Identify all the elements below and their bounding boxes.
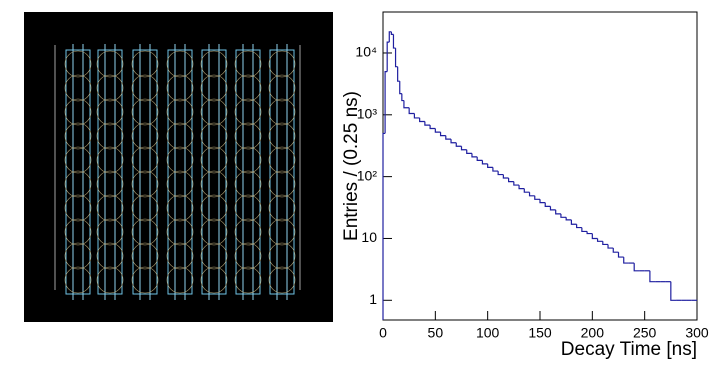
histogram-bin (570, 219, 577, 225)
histogram-bin (617, 252, 624, 258)
histogram-bin (508, 178, 514, 183)
histogram-bin (518, 185, 525, 190)
histogram-bin (513, 181, 520, 186)
histogram-bin (434, 128, 441, 133)
histogram-bin (413, 113, 420, 119)
histogram-bin (487, 163, 493, 169)
y-axis-label: Entries / (0.25 ns) (341, 91, 362, 241)
histogram-bin (471, 153, 478, 158)
x-axis-label: Decay Time [ns] (561, 339, 697, 360)
histogram-bin (445, 135, 452, 140)
histogram-bin (596, 238, 603, 242)
x-tick-label: 100 (476, 325, 500, 341)
histogram-bin (394, 48, 398, 68)
histogram-bin (466, 149, 472, 154)
histogram-bin (382, 132, 386, 320)
x-tick-label: 0 (379, 325, 387, 341)
histogram-bin (534, 195, 540, 200)
histogram-bin (633, 263, 640, 272)
x-tick-label: 300 (685, 325, 709, 341)
histogram-bin (424, 121, 431, 126)
histogram-bin (502, 174, 509, 179)
histogram-bin (392, 34, 396, 49)
y-tick-label: 10 (361, 229, 377, 245)
histogram-bin (397, 66, 400, 82)
histogram-bin (523, 188, 530, 193)
y-tick-label: 10⁴ (355, 44, 377, 60)
histogram-bin (576, 224, 582, 229)
histogram-bin (450, 139, 457, 144)
histogram-bin (390, 31, 394, 35)
histogram-bin (497, 171, 504, 176)
x-tick-label: 250 (633, 325, 657, 341)
x-tick-label: 50 (428, 325, 444, 341)
histogram-bin (549, 206, 556, 211)
histogram-bin (607, 244, 614, 249)
histogram-bin (439, 132, 446, 137)
histogram-bin (492, 167, 499, 172)
x-tick-label: 200 (581, 325, 605, 341)
histogram-bin (623, 257, 629, 264)
histogram-bin (408, 107, 415, 115)
detector-render (24, 12, 333, 322)
histogram-bin (403, 100, 410, 109)
histogram-bin (555, 209, 561, 215)
histogram-bin (476, 156, 483, 162)
histogram-bin (591, 233, 598, 240)
histogram-bin (401, 93, 404, 102)
histogram-bin (528, 192, 535, 197)
histogram-bin (602, 241, 609, 246)
histogram-bin (384, 70, 388, 134)
y-tick-label: 10³ (357, 106, 378, 122)
histogram-bin (481, 160, 488, 165)
histogram-bin (581, 227, 588, 233)
histogram-bin (586, 231, 593, 235)
histogram-bin (670, 281, 677, 301)
histogram-bin (544, 202, 551, 208)
histogram-plot: Decay Time [ns] Entries / (0.25 ns) 0 50 1… (341, 11, 709, 360)
histogram-bin (649, 270, 656, 283)
histogram-bin (612, 248, 619, 253)
histogram-bin (455, 142, 462, 147)
histogram-bin (565, 217, 572, 221)
histogram-bin (560, 213, 567, 218)
histogram-bin (429, 125, 436, 130)
histogram-bin (399, 81, 402, 95)
y-tick-label: 1 (369, 291, 377, 307)
histogram-bin (386, 41, 390, 72)
histogram-bin (419, 117, 425, 123)
histogram-bin (460, 146, 467, 151)
histogram-bin (539, 199, 546, 204)
x-tick-label: 150 (528, 325, 552, 341)
histogram-bin (388, 31, 392, 43)
y-tick-label: 10² (357, 167, 378, 183)
